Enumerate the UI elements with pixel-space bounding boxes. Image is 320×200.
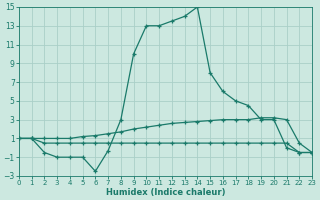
X-axis label: Humidex (Indice chaleur): Humidex (Indice chaleur) [106, 188, 225, 197]
